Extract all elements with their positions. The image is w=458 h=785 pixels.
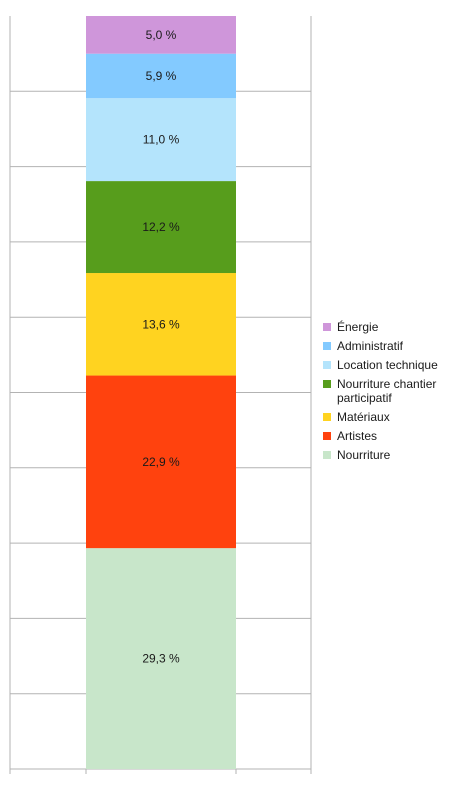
legend-item-location-technique: Location technique xyxy=(323,358,458,372)
bar-segment-nourriture xyxy=(86,548,236,769)
legend: Énergie Administratif Location technique No… xyxy=(323,320,458,467)
legend-item-administratif: Administratif xyxy=(323,339,458,353)
legend-swatch xyxy=(323,413,331,421)
legend-label: Matériaux xyxy=(337,410,390,424)
bar-segment-location-technique xyxy=(86,98,236,182)
legend-swatch xyxy=(323,361,331,369)
bar-segment-energie xyxy=(86,16,236,54)
data-label-artistes: 22,9 % xyxy=(142,455,180,469)
data-label-nourriture: 29,3 % xyxy=(142,652,180,666)
legend-swatch xyxy=(323,380,331,388)
legend-swatch xyxy=(323,323,331,331)
stacked-bar xyxy=(86,16,236,769)
legend-label: Administratif xyxy=(337,339,404,353)
legend-item-nourriture: Nourriture xyxy=(323,448,458,462)
legend-item-energie: Énergie xyxy=(323,320,458,334)
data-label-location-technique: 11,0 % xyxy=(143,133,180,147)
legend-label: Artistes xyxy=(337,429,378,443)
legend-item-materiaux: Matériaux xyxy=(323,410,458,424)
legend-label: Nourriture chantier participatif xyxy=(337,377,437,405)
bar-segment-materiaux xyxy=(86,273,236,376)
data-label-energie: 5,0 % xyxy=(146,28,177,42)
legend-label: Location technique xyxy=(337,358,438,372)
bar-segment-nourriture-chantier-participatif xyxy=(86,181,236,274)
legend-item-artistes: Artistes xyxy=(323,429,458,443)
legend-swatch xyxy=(323,451,331,459)
legend-label: Nourriture xyxy=(337,448,391,462)
legend-item-nourriture-chantier-participatif: Nourriture chantier participatif xyxy=(323,377,458,405)
data-label-nourriture-chantier-participatif: 12,2 % xyxy=(142,220,180,234)
legend-label: Énergie xyxy=(337,320,379,334)
bar-segment-artistes xyxy=(86,375,236,549)
legend-swatch xyxy=(323,342,331,350)
segment-labels: 29,3 % 22,9 % 13,6 % 12,2 % 11,0 % 5,9 % 5,0 % xyxy=(142,28,180,666)
data-label-materiaux: 13,6 % xyxy=(142,317,180,331)
data-label-administratif: 5,9 % xyxy=(146,69,177,83)
bar-segment-administratif xyxy=(86,53,236,99)
legend-swatch xyxy=(323,432,331,440)
